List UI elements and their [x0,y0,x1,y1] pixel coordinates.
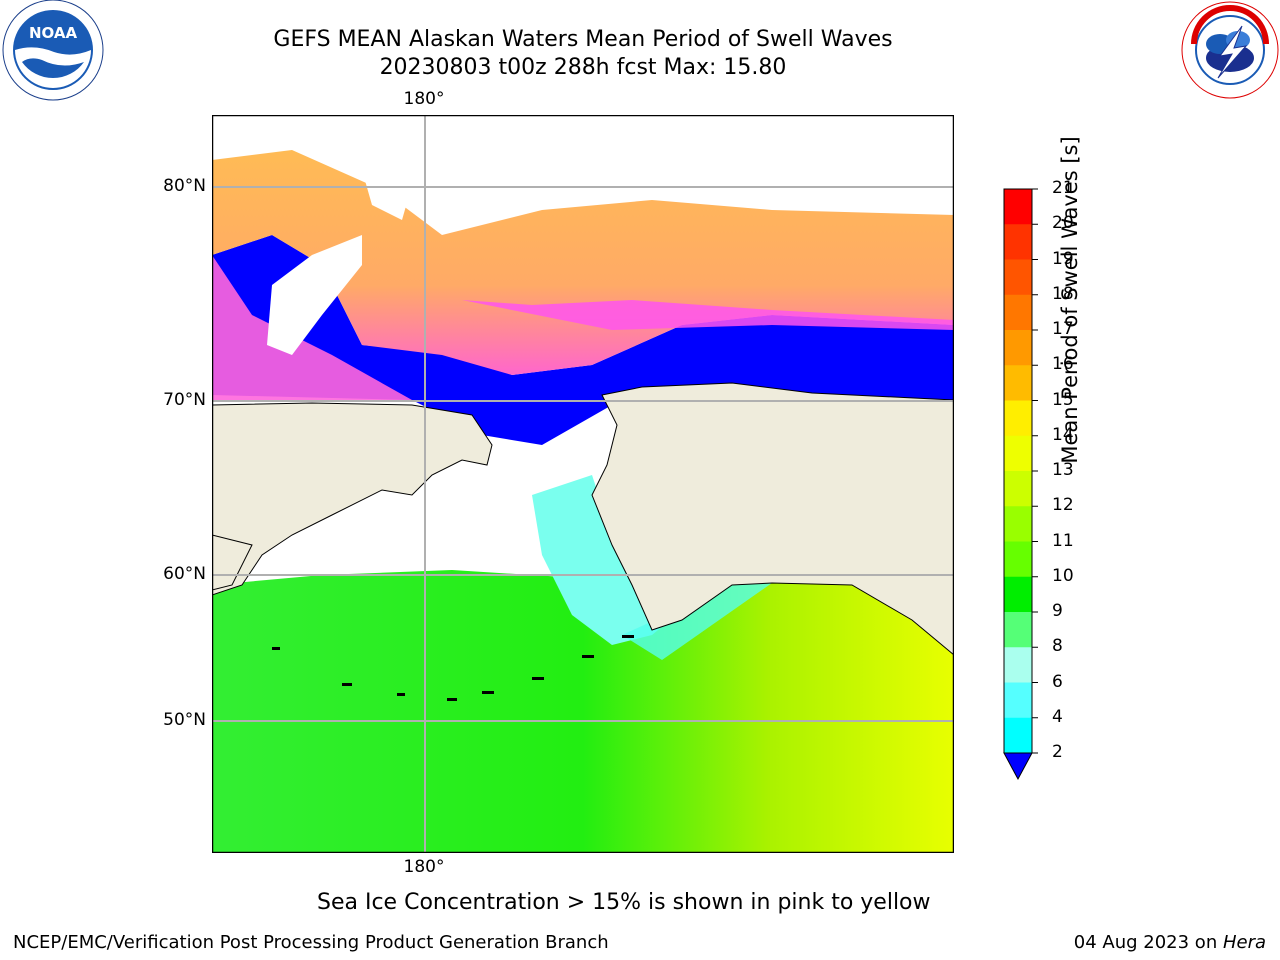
colorbar-tick-label: 12 [1052,495,1074,516]
pacific-ocean [212,570,954,853]
colorbar-segment [1004,259,1032,296]
colorbar-segment [1004,682,1032,719]
colorbar-tick-label: 10 [1052,565,1074,586]
colorbar-segment [1004,471,1032,507]
noaa-logo-text: NOAA [29,24,78,42]
colorbar-segment [1004,400,1032,437]
colorbar-tick-label: 14 [1052,424,1074,445]
colorbar-extend-arrow [1003,752,1033,781]
open-water-white [267,235,362,355]
map-panel [211,114,955,854]
colorbar-segment [1004,647,1032,683]
land-alaska [591,382,955,657]
colorbar-segment [1004,717,1032,754]
colorbar-segment [1004,506,1032,542]
footer-date: 04 Aug 2023 on [1073,932,1223,953]
nws-logo [1180,0,1280,100]
lat-label-80: 80°N [163,176,206,196]
noaa-logo: NOAA [2,0,104,102]
chart-title: GEFS MEAN Alaskan Waters Mean Period of … [273,27,893,52]
colorbar-tick-label: 15 [1052,389,1074,410]
colorbar-tick-label: 17 [1052,319,1074,339]
lat-label-70: 70°N [163,390,206,410]
colorbar-segment [1004,294,1032,331]
colorbar-label: Mean Period of Swell Waves [s] [1058,136,1082,464]
colorbar-tick-label: 9 [1052,601,1063,621]
aleutian-islands [272,635,634,701]
footer-left: NCEP/EMC/Verification Post Processing Pr… [13,932,609,953]
colorbar-tick-label: 19 [1052,248,1074,269]
colorbar-tick-label: 13 [1052,460,1074,480]
colorbar-tick-label: 11 [1052,530,1074,551]
colorbar-tick-label: 21 [1052,178,1074,198]
colorbar-tick-label: 2 [1052,742,1063,762]
colorbar-segment [1004,576,1032,613]
map-svg [211,114,955,854]
colorbar-segment [1004,224,1032,260]
colorbar-tick-label: 6 [1052,671,1063,692]
footer-right: 04 Aug 2023 on Hera [1074,932,1266,953]
lat-label-50: 50°N [163,710,206,730]
colorbar-tick-label: 8 [1052,636,1063,657]
colorbar-segment [1004,330,1032,366]
lon-label-top: 180° [403,89,445,109]
lat-label-60: 60°N [163,564,206,584]
lon-label-bottom: 180° [403,857,445,877]
chart-subtitle: 20230803 t00z 288h fcst Max: 15.80 [379,55,787,80]
colorbar [1000,185,1040,785]
colorbar-segment [1004,365,1032,401]
colorbar-segment [1004,612,1032,648]
colorbar-segment [1004,541,1032,578]
graticule [212,115,954,853]
colorbar-segment [1004,189,1032,225]
colorbar-tick-label: 4 [1052,706,1063,727]
colorbar-tick-label: 18 [1052,283,1074,304]
colorbar-segment [1004,435,1032,472]
colorbar-tick-label: 20 [1052,213,1074,234]
land-siberia [211,402,493,596]
sea-ice-note: Sea Ice Concentration > 15% is shown in … [317,890,931,915]
aleutian-cyan [622,583,772,660]
footer-host: Hera [1222,932,1266,953]
colorbar-tick-label: 16 [1052,354,1074,375]
